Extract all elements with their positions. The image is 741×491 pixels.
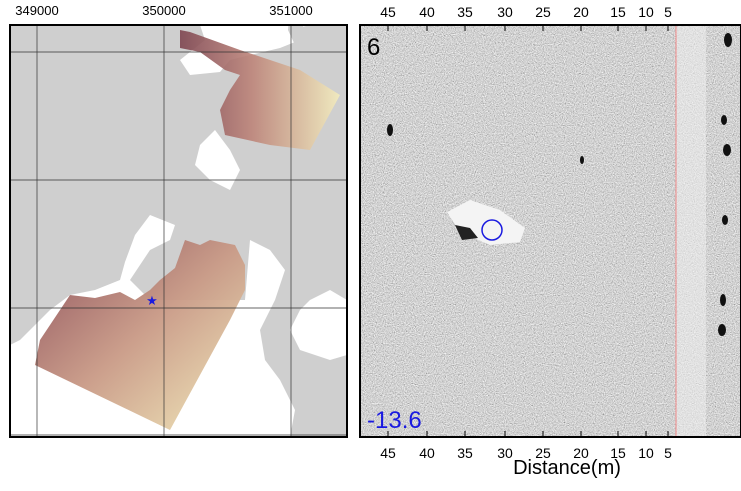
top-tick-label: 20 bbox=[573, 4, 589, 20]
bottom-tick-label: 25 bbox=[535, 445, 551, 461]
map: ★ bbox=[10, 25, 347, 437]
bottom-tick-label: 35 bbox=[457, 445, 473, 461]
survey-coverage bbox=[35, 240, 245, 430]
axis-label: Distance(m) bbox=[513, 457, 621, 479]
sonar-image bbox=[360, 25, 741, 437]
top-tick-label: 25 bbox=[535, 4, 551, 20]
top-tick-label: 45 bbox=[380, 4, 396, 20]
bottom-tick-label: 5 bbox=[664, 445, 672, 461]
map-axis: 349000 350000 351000 bbox=[15, 3, 312, 18]
map-frame bbox=[9, 24, 348, 438]
grid bbox=[10, 25, 347, 437]
islet bbox=[300, 375, 340, 415]
target-circle bbox=[481, 219, 503, 241]
islet bbox=[288, 25, 305, 45]
panel-label: 6 bbox=[367, 34, 380, 61]
x-tick-label: 350000 bbox=[142, 3, 185, 18]
bottom-tick-label: 15 bbox=[610, 445, 626, 461]
top-tick-label: 15 bbox=[610, 4, 626, 20]
bottom-tick-label: 30 bbox=[497, 445, 513, 461]
survey-coverage bbox=[180, 30, 340, 150]
x-tick-label: 349000 bbox=[15, 3, 58, 18]
bottom-tick-label: 20 bbox=[573, 445, 589, 461]
star-marker: ★ bbox=[146, 293, 158, 308]
top-tick-label: 10 bbox=[638, 4, 654, 20]
top-tick-label: 40 bbox=[419, 4, 435, 20]
target-shadow bbox=[455, 225, 478, 240]
water-column bbox=[676, 25, 706, 437]
bottom-tick-label: 40 bbox=[419, 445, 435, 461]
sonar-axis: 45 45 40 40 35 35 30 30 25 25 20 20 15 15 10 10 5 5 bbox=[380, 4, 672, 461]
top-tick-label: 35 bbox=[457, 4, 473, 20]
top-tick-label: 5 bbox=[664, 4, 672, 20]
bottom-tick-label: 10 bbox=[638, 445, 654, 461]
top-tick-label: 30 bbox=[497, 4, 513, 20]
sonar-frame bbox=[359, 24, 741, 438]
bottom-tick-label: 45 bbox=[380, 445, 396, 461]
depth-label: -13.6 bbox=[367, 407, 422, 434]
shadows bbox=[387, 33, 732, 336]
x-tick-label: 351000 bbox=[269, 3, 312, 18]
